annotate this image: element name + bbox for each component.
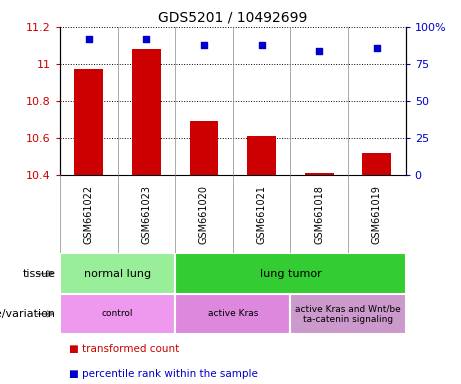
Point: [373, 45, 381, 51]
Text: GSM661021: GSM661021: [257, 185, 266, 243]
Text: tissue: tissue: [22, 268, 55, 279]
Text: genotype/variation: genotype/variation: [0, 309, 55, 319]
Text: GSM661018: GSM661018: [314, 185, 324, 243]
Text: active Kras and Wnt/be
ta-catenin signaling: active Kras and Wnt/be ta-catenin signal…: [295, 304, 401, 324]
Text: GSM661023: GSM661023: [142, 185, 151, 243]
Bar: [60, 253, 175, 294]
Text: ■ transformed count: ■ transformed count: [69, 344, 179, 354]
Text: normal lung: normal lung: [84, 268, 151, 279]
Point: [200, 41, 207, 48]
Point: [258, 41, 266, 48]
Text: lung tumor: lung tumor: [260, 268, 321, 279]
Bar: [290, 294, 406, 334]
Text: GSM661020: GSM661020: [199, 185, 209, 243]
Point: [315, 48, 323, 54]
Title: GDS5201 / 10492699: GDS5201 / 10492699: [158, 10, 307, 24]
Point: [85, 36, 92, 42]
Bar: [132, 49, 161, 175]
Bar: [305, 173, 334, 175]
Text: ■ percentile rank within the sample: ■ percentile rank within the sample: [69, 369, 258, 379]
Bar: [175, 253, 406, 294]
Point: [142, 36, 150, 42]
Bar: [362, 152, 391, 175]
Text: GSM661019: GSM661019: [372, 185, 382, 243]
Text: GSM661022: GSM661022: [84, 185, 94, 243]
Bar: [189, 121, 219, 175]
Text: control: control: [102, 310, 133, 318]
Text: active Kras: active Kras: [207, 310, 258, 318]
Bar: [74, 70, 103, 175]
Bar: [247, 136, 276, 175]
Bar: [175, 294, 290, 334]
Bar: [60, 294, 175, 334]
